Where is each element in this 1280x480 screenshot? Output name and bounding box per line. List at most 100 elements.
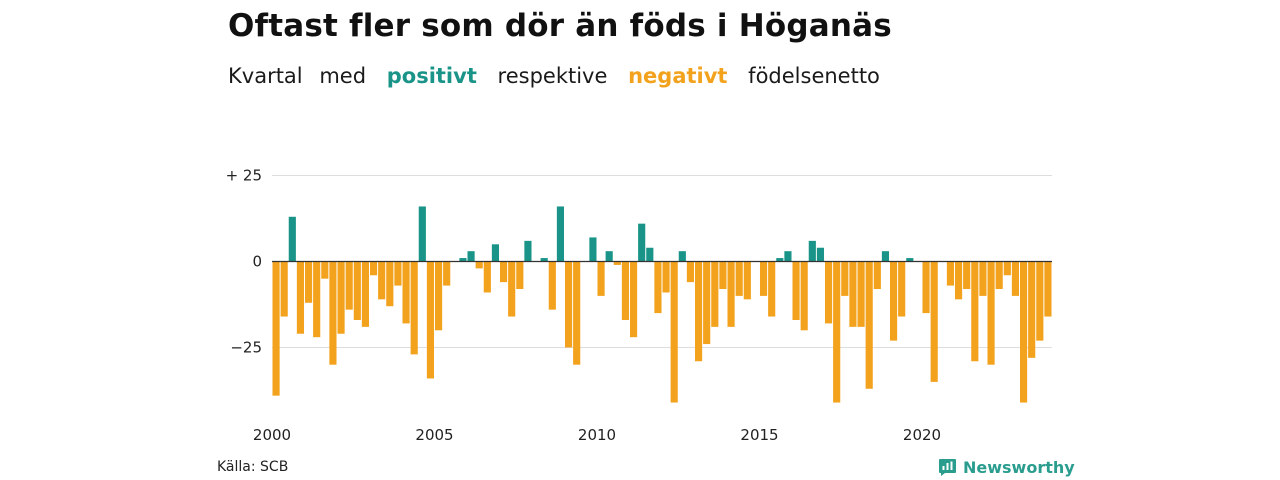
subtitle-positive-label: positivt bbox=[386, 64, 477, 88]
subtitle-word-kvartal: Kvartal bbox=[228, 64, 303, 88]
bar: 2017 K4: -19 bbox=[849, 261, 857, 327]
bar: 2003 K2: -11 bbox=[378, 261, 386, 300]
bar: 2019 K3: 1 bbox=[906, 258, 914, 262]
bars: 2000 K1: -392000 K2: -162000 K3: 132000 … bbox=[272, 206, 1052, 403]
axis-labels: + 25 0 −25 2000 2005 2010 2015 2020 bbox=[226, 167, 1052, 444]
x-tick-label: 2000 bbox=[253, 426, 291, 444]
bar: 2018 K2: -37 bbox=[865, 261, 873, 389]
bar: 2004 K4: -34 bbox=[426, 261, 435, 379]
bar: 2006 K4: 5 bbox=[491, 244, 500, 262]
bar: 2011 K4: -15 bbox=[654, 261, 662, 314]
bar: 2000 K2: -16 bbox=[280, 261, 288, 317]
bar: 2005 K4: 1 bbox=[459, 258, 467, 262]
bar: 2000 K3: 13 bbox=[288, 216, 296, 262]
bar: 2012 K4: -6 bbox=[686, 261, 695, 283]
bar: 2006 K1: 3 bbox=[467, 251, 475, 262]
bar: 2006 K3: -9 bbox=[483, 261, 491, 293]
subtitle-word-med: med bbox=[319, 64, 367, 88]
bar: 2007 K1: -6 bbox=[499, 261, 508, 283]
bar: 2004 K3: 16 bbox=[418, 206, 426, 262]
bar: 2015 K1: -10 bbox=[759, 261, 768, 296]
bar: 2003 K1: -4 bbox=[369, 261, 378, 276]
subtitle-word-respektive: respektive bbox=[497, 64, 608, 88]
bar: 2015 K4: 3 bbox=[784, 251, 792, 262]
bar: 2019 K2: -16 bbox=[898, 261, 906, 317]
bar: 2010 K1: -10 bbox=[597, 261, 605, 296]
bar: 2001 K1: -12 bbox=[304, 261, 313, 303]
grid-lines bbox=[272, 175, 1052, 348]
bar: 2017 K1: -18 bbox=[824, 261, 833, 324]
bar: 2000 K4: -21 bbox=[296, 261, 305, 334]
bar: 2017 K2: -41 bbox=[833, 261, 841, 403]
bar: 2008 K3: -14 bbox=[548, 261, 556, 310]
bar: 2016 K3: 6 bbox=[808, 240, 816, 262]
bar: 2007 K3: -8 bbox=[516, 261, 524, 290]
bar: 2002 K4: -19 bbox=[361, 261, 370, 327]
bar: 2022 K4: -10 bbox=[1011, 261, 1020, 296]
bar: 2013 K2: -24 bbox=[703, 261, 711, 345]
bar: 2020 K4: -7 bbox=[946, 261, 955, 286]
bar: 2013 K3: -19 bbox=[711, 261, 719, 327]
bar: 2022 K1: -30 bbox=[987, 261, 995, 365]
bar: 2006 K2: -2 bbox=[475, 261, 483, 269]
bar: 2015 K2: -16 bbox=[768, 261, 776, 317]
bar: 2016 K4: 4 bbox=[816, 247, 825, 262]
bar: 2012 K2: -41 bbox=[670, 261, 678, 403]
bar: 2022 K3: -4 bbox=[1003, 261, 1011, 276]
bar: 2001 K3: -5 bbox=[321, 261, 329, 279]
bar: 2016 K2: -20 bbox=[800, 261, 808, 331]
bar: 2007 K2: -16 bbox=[508, 261, 516, 317]
bar: 2002 K3: -17 bbox=[353, 261, 361, 320]
bar: 2020 K1: -15 bbox=[922, 261, 930, 314]
bar: 2021 K1: -11 bbox=[954, 261, 963, 300]
brand-name: Newsworthy bbox=[963, 457, 1075, 477]
x-tick-label: 2010 bbox=[578, 426, 616, 444]
bar: 2023 K2: -28 bbox=[1028, 261, 1036, 358]
bar: 2020 K2: -35 bbox=[930, 261, 938, 382]
subtitle-negative-label: negativt bbox=[628, 64, 728, 88]
y-tick-label: 0 bbox=[252, 253, 262, 271]
bar: 2021 K3: -29 bbox=[971, 261, 979, 362]
bar: 2004 K2: -27 bbox=[410, 261, 418, 355]
bar: 2014 K2: -10 bbox=[735, 261, 743, 296]
bar: 2009 K1: -25 bbox=[564, 261, 573, 348]
bar: 2023 K3: -23 bbox=[1036, 261, 1044, 341]
bar: 2011 K1: -22 bbox=[629, 261, 638, 338]
bar: 2007 K4: 6 bbox=[524, 240, 532, 262]
bar: 2005 K2: -7 bbox=[443, 261, 451, 286]
bar: 2011 K2: 11 bbox=[638, 223, 646, 262]
bar: 2021 K2: -8 bbox=[963, 261, 971, 290]
brand-logo[interactable]: Newsworthy bbox=[938, 456, 1075, 478]
subtitle-word-fodelsenetto: födelsenetto bbox=[748, 64, 880, 88]
bar: 2015 K3: 1 bbox=[776, 258, 784, 262]
bar: 2017 K3: -10 bbox=[841, 261, 849, 296]
bar: 2022 K2: -8 bbox=[995, 261, 1003, 290]
bar: 2002 K1: -21 bbox=[337, 261, 345, 334]
bar: 2014 K3: -11 bbox=[743, 261, 751, 300]
y-tick-label: −25 bbox=[230, 339, 262, 357]
bar: 2000 K1: -39 bbox=[272, 261, 280, 396]
bar: 2004 K1: -18 bbox=[402, 261, 410, 324]
bar: 2008 K2: 1 bbox=[540, 258, 548, 262]
bar: 2005 K1: -20 bbox=[434, 261, 443, 331]
bar: 2013 K1: -29 bbox=[694, 261, 703, 362]
bar: 2010 K2: 3 bbox=[605, 251, 613, 262]
bar: 2016 K1: -17 bbox=[792, 261, 800, 320]
bar: 2018 K4: 3 bbox=[881, 251, 890, 262]
bar: 2019 K1: -23 bbox=[889, 261, 898, 341]
x-tick-label: 2005 bbox=[415, 426, 453, 444]
bar: 2001 K4: -30 bbox=[329, 261, 337, 365]
bar: 2023 K1: -41 bbox=[1019, 261, 1028, 403]
bar: 2009 K2: -30 bbox=[573, 261, 581, 365]
source-note: Källa: SCB bbox=[217, 459, 289, 475]
bar: 2009 K4: 7 bbox=[589, 237, 597, 262]
bar: 2001 K2: -22 bbox=[313, 261, 321, 338]
bar: 2012 K3: 3 bbox=[678, 251, 686, 262]
bar: 2013 K4: -8 bbox=[719, 261, 727, 290]
bar: 2003 K3: -13 bbox=[386, 261, 394, 307]
bar: 2021 K4: -10 bbox=[979, 261, 987, 296]
bar: 2002 K2: -14 bbox=[345, 261, 353, 310]
chart-subtitle: Kvartal med positivt respektive negativt… bbox=[228, 64, 890, 88]
chart-title: Oftast fler som dör än föds i Höganäs bbox=[228, 8, 892, 44]
